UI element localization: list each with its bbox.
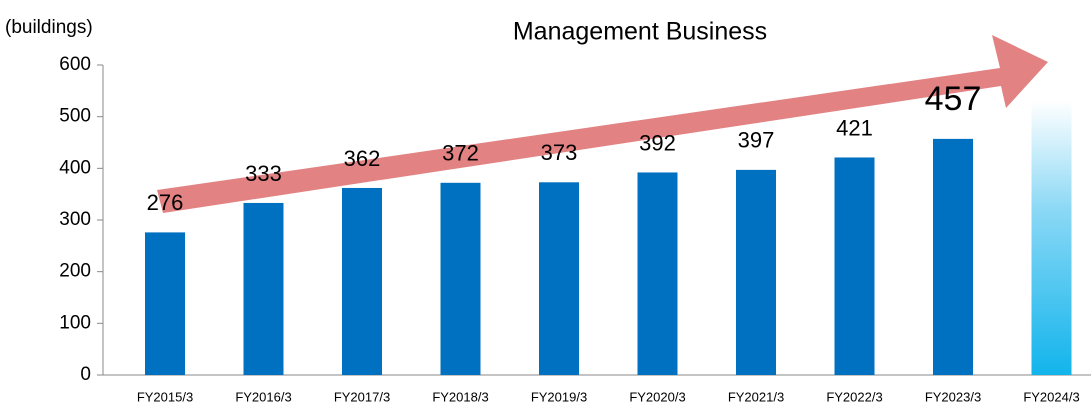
y-axis-label: (buildings) xyxy=(5,17,93,38)
bar xyxy=(834,157,875,375)
chart-title: Management Business xyxy=(513,18,767,46)
x-tick-label: FY2021/3 xyxy=(728,389,784,404)
y-tick-label: 300 xyxy=(59,209,91,230)
y-tick-label: 600 xyxy=(59,54,91,75)
x-tick-label: FY2016/3 xyxy=(235,389,291,404)
bar xyxy=(933,138,973,375)
value-label: 373 xyxy=(541,140,578,165)
bar xyxy=(736,169,776,375)
value-label: 392 xyxy=(639,130,676,155)
bar xyxy=(145,232,185,375)
bar xyxy=(440,182,481,375)
value-label: 333 xyxy=(245,161,282,186)
y-tick-label: 0 xyxy=(80,364,91,385)
bar xyxy=(342,187,382,375)
value-label: 372 xyxy=(442,141,479,166)
value-label: 362 xyxy=(344,146,381,171)
value-label: 276 xyxy=(147,190,184,215)
y-tick-label: 400 xyxy=(59,157,91,178)
x-tick-label: FY2019/3 xyxy=(531,389,587,404)
bar xyxy=(539,182,579,375)
y-tick-label: 100 xyxy=(59,312,91,333)
x-tick-label: FY2023/3 xyxy=(925,389,981,404)
x-tick-label: FY2017/3 xyxy=(334,389,390,404)
y-tick-label: 500 xyxy=(59,106,91,127)
value-label: 421 xyxy=(836,115,873,140)
bar xyxy=(1031,101,1072,376)
y-tick-label: 200 xyxy=(59,261,91,282)
x-tick-label: FY2015/3 xyxy=(137,389,193,404)
bar xyxy=(243,202,284,375)
value-label: 397 xyxy=(738,128,775,153)
x-tick-label: FY2022/3 xyxy=(826,389,882,404)
x-tick-label: FY2018/3 xyxy=(432,389,488,404)
x-tick-label: FY2024/3 xyxy=(1023,389,1079,404)
bar xyxy=(637,172,678,375)
x-tick-label: FY2020/3 xyxy=(629,389,685,404)
trend-arrow xyxy=(157,35,1048,213)
value-label: 457 xyxy=(925,80,982,118)
